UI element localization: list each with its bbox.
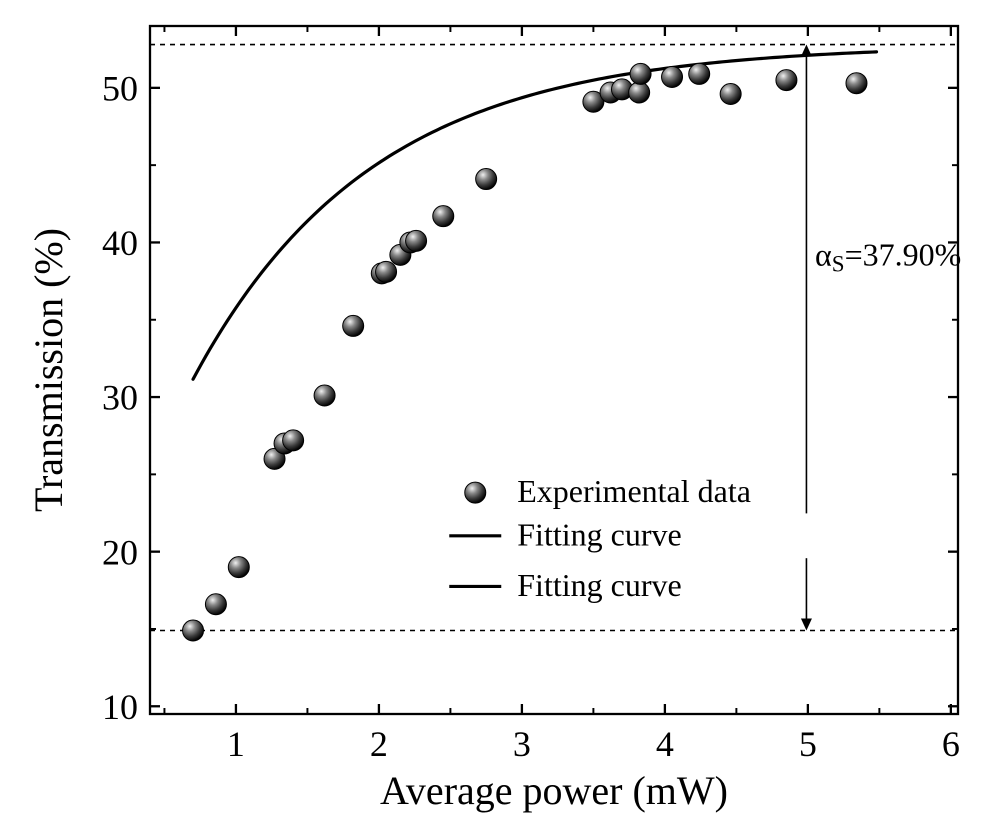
x-tick-label: 2 (370, 724, 388, 764)
x-tick-label: 4 (656, 724, 674, 764)
data-point (283, 430, 304, 451)
data-point (406, 230, 427, 251)
legend-label: Experimental data (517, 473, 751, 509)
arrowhead-up (801, 45, 812, 57)
y-tick-label: 10 (102, 687, 138, 727)
data-point (720, 84, 741, 105)
x-tick-label: 3 (513, 724, 531, 764)
plot-border (150, 26, 958, 714)
data-point (228, 557, 249, 578)
data-point (343, 315, 364, 336)
y-axis-label: Transmission (%) (26, 228, 71, 512)
legend-label: Fitting curve (517, 567, 681, 603)
data-point (630, 63, 651, 84)
y-tick-label: 50 (102, 68, 138, 108)
data-point (846, 73, 867, 94)
y-tick-label: 30 (102, 378, 138, 418)
data-point (662, 67, 683, 88)
x-tick-label: 5 (799, 724, 817, 764)
y-tick-label: 20 (102, 532, 138, 572)
arrowhead-down (801, 619, 812, 631)
data-point (629, 82, 650, 103)
data-point (314, 385, 335, 406)
data-point (183, 620, 204, 641)
data-point (776, 70, 797, 91)
x-axis-label: Average power (mW) (380, 768, 728, 813)
fitting-curve (193, 52, 876, 379)
alpha-annotation: αS=37.90% (815, 237, 961, 277)
y-tick-label: 40 (102, 223, 138, 263)
data-point (476, 169, 497, 190)
legend-label: Fitting curve (517, 516, 681, 552)
data-point (205, 594, 226, 615)
data-point (433, 206, 454, 227)
x-tick-label: 1 (227, 724, 245, 764)
legend-marker-icon (465, 482, 486, 503)
data-point (376, 261, 397, 282)
transmission-chart: 1 2 3 4 5 6 10 20 30 40 50 Average power (mW) Transm… (0, 0, 1000, 832)
x-tick-label: 6 (942, 724, 960, 764)
data-point (689, 63, 710, 84)
